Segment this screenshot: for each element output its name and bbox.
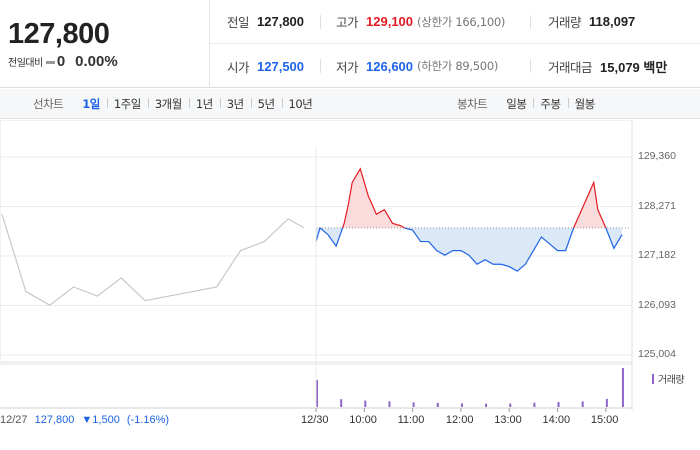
stat-high: 고가 129,100 (상한가 166,100) [320,0,530,43]
volume-legend-label: 거래량 [658,375,685,386]
previous-day-close: 127,800 [34,414,75,426]
previous-day-change: ▼1,500 [81,414,120,426]
tab-1-year[interactable]: 1년 [188,96,220,112]
stat-value: 118,097 [589,14,636,29]
stat-label: 저가 [336,59,359,75]
volume-bar [316,380,318,407]
tab-3-years[interactable]: 3년 [219,96,251,112]
candle-chart-title: 봉차트 [457,97,488,111]
volume-bar [557,402,560,407]
previous-day-change-pct: (-1.16%) [126,414,170,426]
stat-label: 거래량 [548,15,582,30]
stat-label: 고가 [336,15,359,30]
stat-value: 127,500 [257,58,305,74]
stat-value: 15,079 백만 [600,59,668,75]
stat-label: 거래대금 [548,59,593,75]
volume-bar [460,403,463,407]
volume-bar [533,402,536,407]
x-tick-label: 10:00 [349,414,377,426]
change-row: 전일대비 0 0.00% [8,53,118,70]
x-tick-label: 13:00 [494,414,522,426]
price-box: 127,800 전일대비 0 0.00% [0,0,210,88]
chart-canvas [0,120,633,412]
y-tick-label: 125,004 [638,348,676,360]
tab-10-years[interactable]: 10년 [281,96,320,112]
change-value: 0 [56,53,66,70]
x-tick-label: 11:00 [397,414,425,426]
previous-day-date: 12/27 [0,414,28,426]
upper-limit: (상한가 166,100) [417,14,506,29]
volume-bar [621,368,624,407]
volume-bar [605,398,608,407]
tab-3-months[interactable]: 3개월 [147,96,189,112]
stat-value: 129,100 [366,14,414,29]
change-label: 전일대비 [8,58,43,69]
x-tick-label: 12/30 [301,414,329,426]
stats-row-1: 전일 127,800 고가 129,100 (상한가 166,100) 거래량 … [210,0,700,44]
change-percent: 0.00% [75,53,118,70]
x-tick-label: 12:00 [445,414,474,426]
current-price: 127,800 [8,18,110,50]
volume-bar [485,403,488,407]
x-tick-label: 15:00 [590,414,619,426]
x-tick-label: 14:00 [542,414,571,426]
stat-prev-close: 전일 127,800 [210,0,320,43]
stock-summary-header: 127,800 전일대비 0 0.00% 전일 127,800 고가 129,1… [0,0,700,88]
volume-bar [436,402,439,407]
tab-daily-candle[interactable]: 일봉 [506,97,527,111]
lower-limit: (하한가 89,500) [417,59,499,73]
volume-bar [509,403,512,407]
up-fill-area [316,168,622,228]
y-tick-label: 126,093 [638,298,676,311]
stat-value: 126,600 [366,58,414,74]
y-tick-label: 127,182 [638,249,676,261]
previous-day-info: 12/27 127,800 ▼1,500 (-1.16%) [0,414,169,426]
today-price-line-up [319,167,607,228]
volume-bar [388,401,391,407]
line-chart-tabs: 선차트 1일 1주일 3개월 1년 3년 5년 10년 [33,89,319,119]
stat-label: 전일 [227,15,250,30]
volume-bar [412,402,415,407]
stat-amount: 거래대금 15,079 백만 [530,44,700,88]
volume-legend: 거래량 [652,371,685,386]
tab-monthly-candle[interactable]: 월봉 [567,96,602,112]
stat-open: 시가 127,500 [210,44,320,88]
stat-label: 시가 [227,59,250,75]
tab-5-years[interactable]: 5년 [250,96,282,112]
stats-row-2: 시가 127,500 저가 126,600 (하한가 89,500) 거래대금 … [210,44,700,88]
stat-value: 127,800 [257,14,305,29]
tab-1-day[interactable]: 1일 [82,97,100,111]
stat-volume: 거래량 118,097 [530,0,700,43]
intraday-chart: 129,360 128,271 127,182 126,093 125,004 12/3… [0,120,700,450]
volume-bar [340,399,343,407]
chart-period-bar: 선차트 1일 1주일 3개월 1년 3년 5년 10년 봉차트 일봉 주봉 월봉 [0,89,700,119]
candle-chart-tabs: 봉차트 일봉 주봉 월봉 [457,89,602,119]
today-price-line-down [315,227,623,272]
volume-legend-swatch [652,373,654,384]
line-chart-title: 선차트 [33,97,64,111]
y-tick-label: 129,360 [638,150,676,162]
volume-bar [581,401,584,407]
stat-low: 저가 126,600 (하한가 89,500) [320,44,530,88]
volume-bar [364,400,367,407]
previous-day-price-line [1,214,305,306]
tab-weekly-candle[interactable]: 주봉 [533,96,567,112]
flat-change-icon [45,61,55,64]
down-fill-area [316,227,622,272]
y-tick-label: 128,271 [638,199,676,212]
tab-1-week[interactable]: 1주일 [106,96,148,112]
